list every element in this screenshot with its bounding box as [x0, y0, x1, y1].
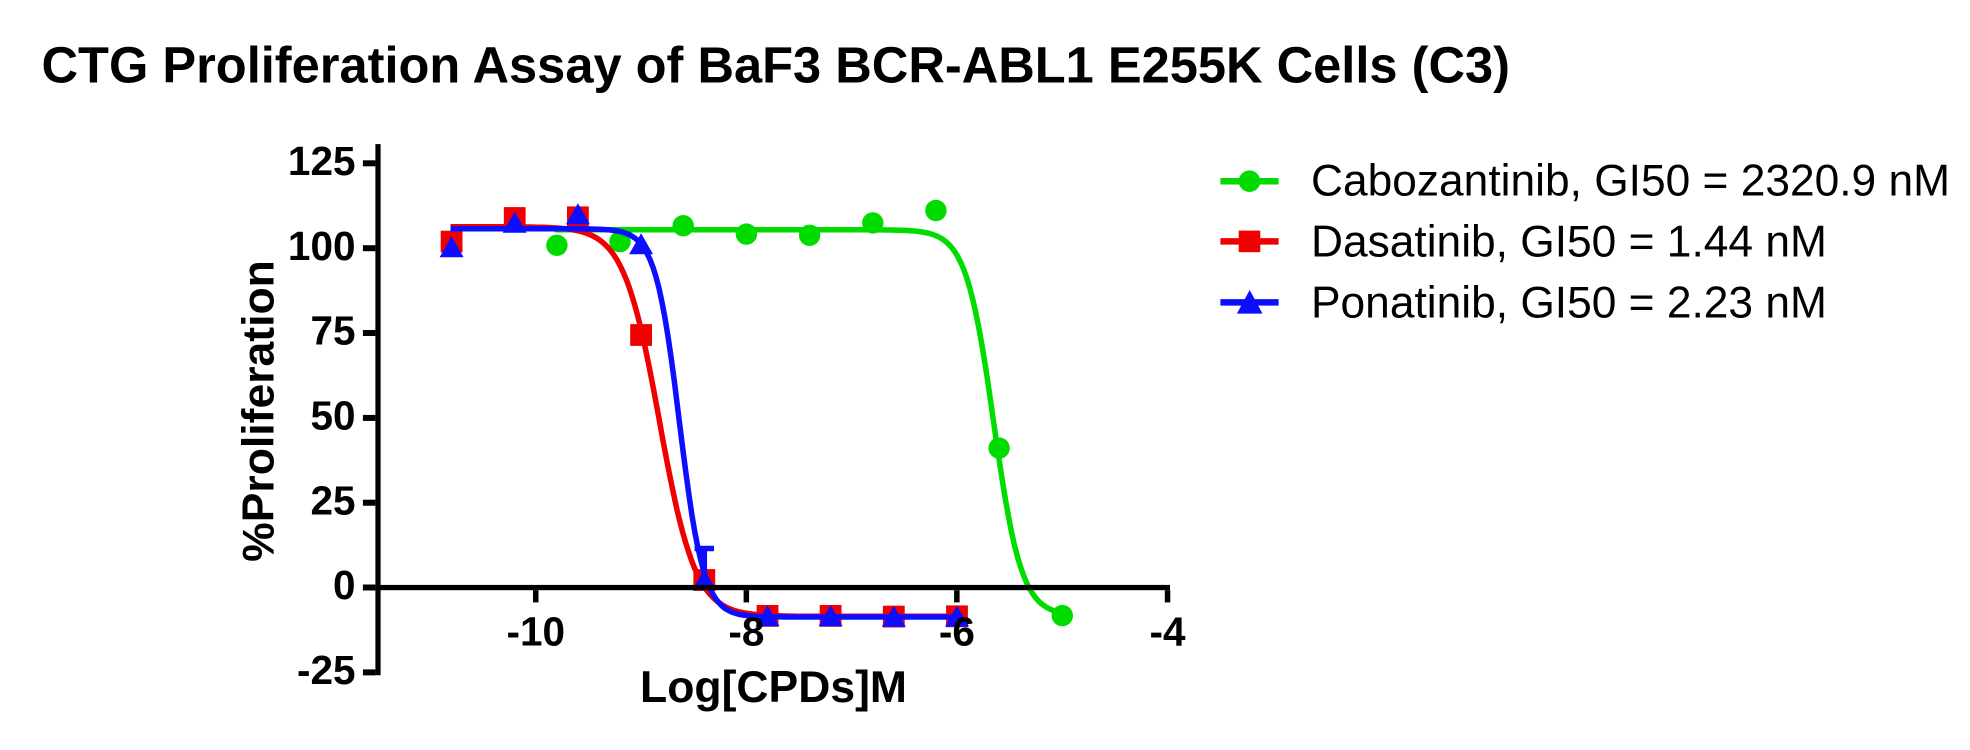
svg-text:Dasatinib, GI50 = 1.44 nM: Dasatinib, GI50 = 1.44 nM: [1311, 218, 1827, 267]
svg-text:Log[CPDs]M: Log[CPDs]M: [640, 663, 907, 712]
svg-text:50: 50: [310, 393, 355, 439]
svg-text:Ponatinib, GI50 = 2.23 nM: Ponatinib, GI50 = 2.23 nM: [1311, 279, 1827, 328]
svg-text:-6: -6: [939, 609, 975, 655]
svg-text:CTG Proliferation Assay of BaF: CTG Proliferation Assay of BaF3 BCR-ABL1…: [42, 37, 1510, 94]
svg-text:-25: -25: [297, 647, 356, 693]
svg-text:%Proliferation: %Proliferation: [235, 260, 284, 562]
svg-text:75: 75: [310, 308, 355, 354]
svg-text:-10: -10: [507, 609, 566, 655]
svg-text:25: 25: [310, 477, 355, 523]
svg-text:0: 0: [333, 562, 356, 608]
svg-text:Cabozantinib, GI50 = 2320.9 nM: Cabozantinib, GI50 = 2320.9 nM: [1311, 157, 1950, 206]
svg-text:125: 125: [288, 138, 356, 184]
svg-text:-4: -4: [1149, 609, 1185, 655]
svg-text:-8: -8: [728, 609, 764, 655]
svg-text:100: 100: [288, 223, 356, 269]
